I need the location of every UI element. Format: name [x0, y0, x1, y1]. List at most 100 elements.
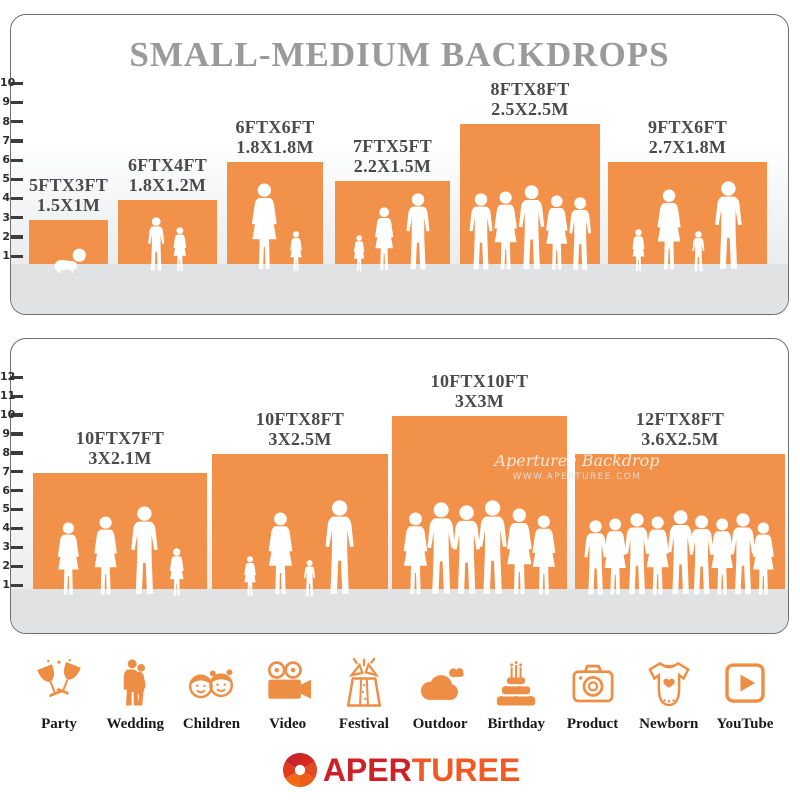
- category-label: Festival: [338, 716, 389, 732]
- person-silhouette-woman: [747, 522, 780, 598]
- category-festival: Festival: [333, 656, 395, 733]
- floor-strip: [11, 589, 788, 633]
- people-silhouettes: [335, 193, 450, 273]
- ruler-number: 6: [2, 153, 10, 166]
- ruler-number: 3: [2, 210, 10, 224]
- panel-large: 10FTX7FT 3X2.1M 10FTX8FT 3X2.5M 10FTX10FT 3X3…: [10, 338, 789, 634]
- ruler-number: 9: [2, 95, 10, 109]
- category-label: Children: [182, 716, 241, 732]
- bar-size-label: 10FTX7FT 3X2.1M: [75, 427, 165, 468]
- category-label: Outdoor: [412, 716, 468, 732]
- ruler-tick: [11, 235, 23, 239]
- ruler-tick: [11, 394, 23, 398]
- people-silhouettes: [392, 500, 567, 598]
- ruler-tick: [11, 526, 23, 531]
- person-silhouette-man: [302, 560, 317, 598]
- category-row: Party Wedding: [0, 656, 800, 733]
- ruler-number: 2: [2, 229, 10, 243]
- panel-small-medium: SMALL-MEDIUM BACKDROPS 5FTX3FT 1.5X1M 6FTX…: [10, 14, 789, 315]
- ruler-number: 4: [2, 521, 10, 535]
- category-youtube: YouTube: [714, 656, 776, 733]
- ruler-number: 3: [2, 540, 10, 554]
- person-silhouette-woman: [262, 512, 299, 598]
- people-silhouettes: [608, 181, 767, 273]
- ruler-number: 11: [0, 389, 16, 402]
- person-silhouette-woman: [651, 189, 687, 273]
- ruler-tick: [11, 120, 23, 124]
- person-silhouette-woman: [370, 207, 398, 273]
- backdrop-bar-7ftx5ft: [335, 181, 450, 264]
- category-children: Children: [180, 656, 242, 733]
- ruler-tick: [11, 196, 23, 201]
- bar-size-label: 10FTX10FT 3X3M: [430, 370, 529, 411]
- ruler-number: 4: [2, 191, 10, 205]
- ruler-tick: [11, 583, 23, 587]
- ruler-tick: [11, 100, 23, 105]
- people-silhouettes: [33, 506, 207, 598]
- category-product: Product: [562, 656, 624, 733]
- ruler-number: 9: [2, 426, 10, 440]
- ruler-number: 7: [2, 464, 10, 478]
- category-outdoor: Outdoor: [409, 656, 471, 733]
- person-silhouette-woman: [526, 515, 562, 598]
- ruler-number: 10: [0, 76, 16, 90]
- category-label: Video: [269, 716, 307, 732]
- bar-size-label: 6FTX4FT 1.8X1.2M: [127, 155, 208, 196]
- bar-size-label: 6FTX6FT 1.8X1.8M: [235, 117, 315, 157]
- person-silhouette-woman: [170, 227, 190, 273]
- people-silhouettes: [29, 247, 108, 273]
- ruler-tick: [11, 413, 23, 417]
- ruler-tick: [11, 216, 23, 220]
- ruler-tick: [11, 158, 23, 162]
- ruler-tick: [11, 489, 23, 493]
- person-silhouette-woman: [287, 231, 305, 273]
- wedding-icon: [123, 659, 146, 706]
- ruler-number: 8: [2, 114, 10, 128]
- brand-logo: APERTUREE: [0, 750, 800, 790]
- person-silhouette-man: [565, 197, 595, 273]
- bar-size-label: 12FTX8FT 3.6X2.5M: [635, 408, 725, 449]
- category-label: Birthday: [487, 716, 546, 732]
- aperture-icon: [282, 753, 317, 787]
- ruler-number: 2: [2, 559, 10, 573]
- category-label: Newborn: [639, 716, 699, 732]
- ruler-tick: [11, 375, 23, 379]
- birthday-icon: [497, 661, 536, 706]
- ruler-number: 5: [2, 502, 10, 516]
- backdrop-bar-5ftx3ft: [29, 219, 108, 264]
- product-icon: [572, 664, 614, 703]
- bar-size-label: 7FTX5FT 2.2X1.5M: [352, 136, 433, 177]
- people-silhouettes: [118, 217, 217, 273]
- bar-size-label: 5FTX3FT 1.5X1M: [28, 174, 109, 215]
- category-newborn: Newborn: [638, 656, 700, 733]
- ruler-tick: [11, 545, 23, 550]
- person-silhouette-man: [402, 193, 434, 273]
- ruler-number: 1: [2, 249, 10, 262]
- category-label: Wedding: [106, 716, 164, 732]
- ruler-number: 10: [0, 407, 16, 421]
- children-icon: [189, 669, 234, 699]
- ruler-tick: [11, 470, 23, 474]
- category-party: Party: [28, 656, 90, 733]
- backdrop-bar-6ftx4ft: [118, 200, 217, 264]
- party-icon: [37, 659, 81, 698]
- person-silhouette-man: [145, 217, 167, 273]
- bar-size-label: 9FTX6FT 2.7X1.8M: [647, 117, 728, 157]
- person-silhouette-woman: [245, 183, 284, 273]
- person-silhouette-man: [710, 181, 747, 273]
- ruler-tick: [11, 81, 23, 86]
- person-silhouette-man: [320, 500, 359, 598]
- category-label: Product: [566, 716, 619, 732]
- person-silhouette-woman: [88, 516, 123, 598]
- page-title: SMALL-MEDIUM BACKDROPS: [129, 35, 670, 74]
- category-birthday: Birthday: [485, 656, 547, 733]
- person-silhouette-woman: [629, 229, 648, 273]
- person-silhouette-woman: [52, 522, 85, 598]
- floor-strip: [11, 264, 788, 314]
- ruler-tick: [11, 432, 23, 436]
- youtube-icon: [725, 663, 765, 703]
- category-label: YouTube: [716, 716, 774, 732]
- ruler-tick: [11, 254, 23, 258]
- festival-icon: [346, 657, 382, 707]
